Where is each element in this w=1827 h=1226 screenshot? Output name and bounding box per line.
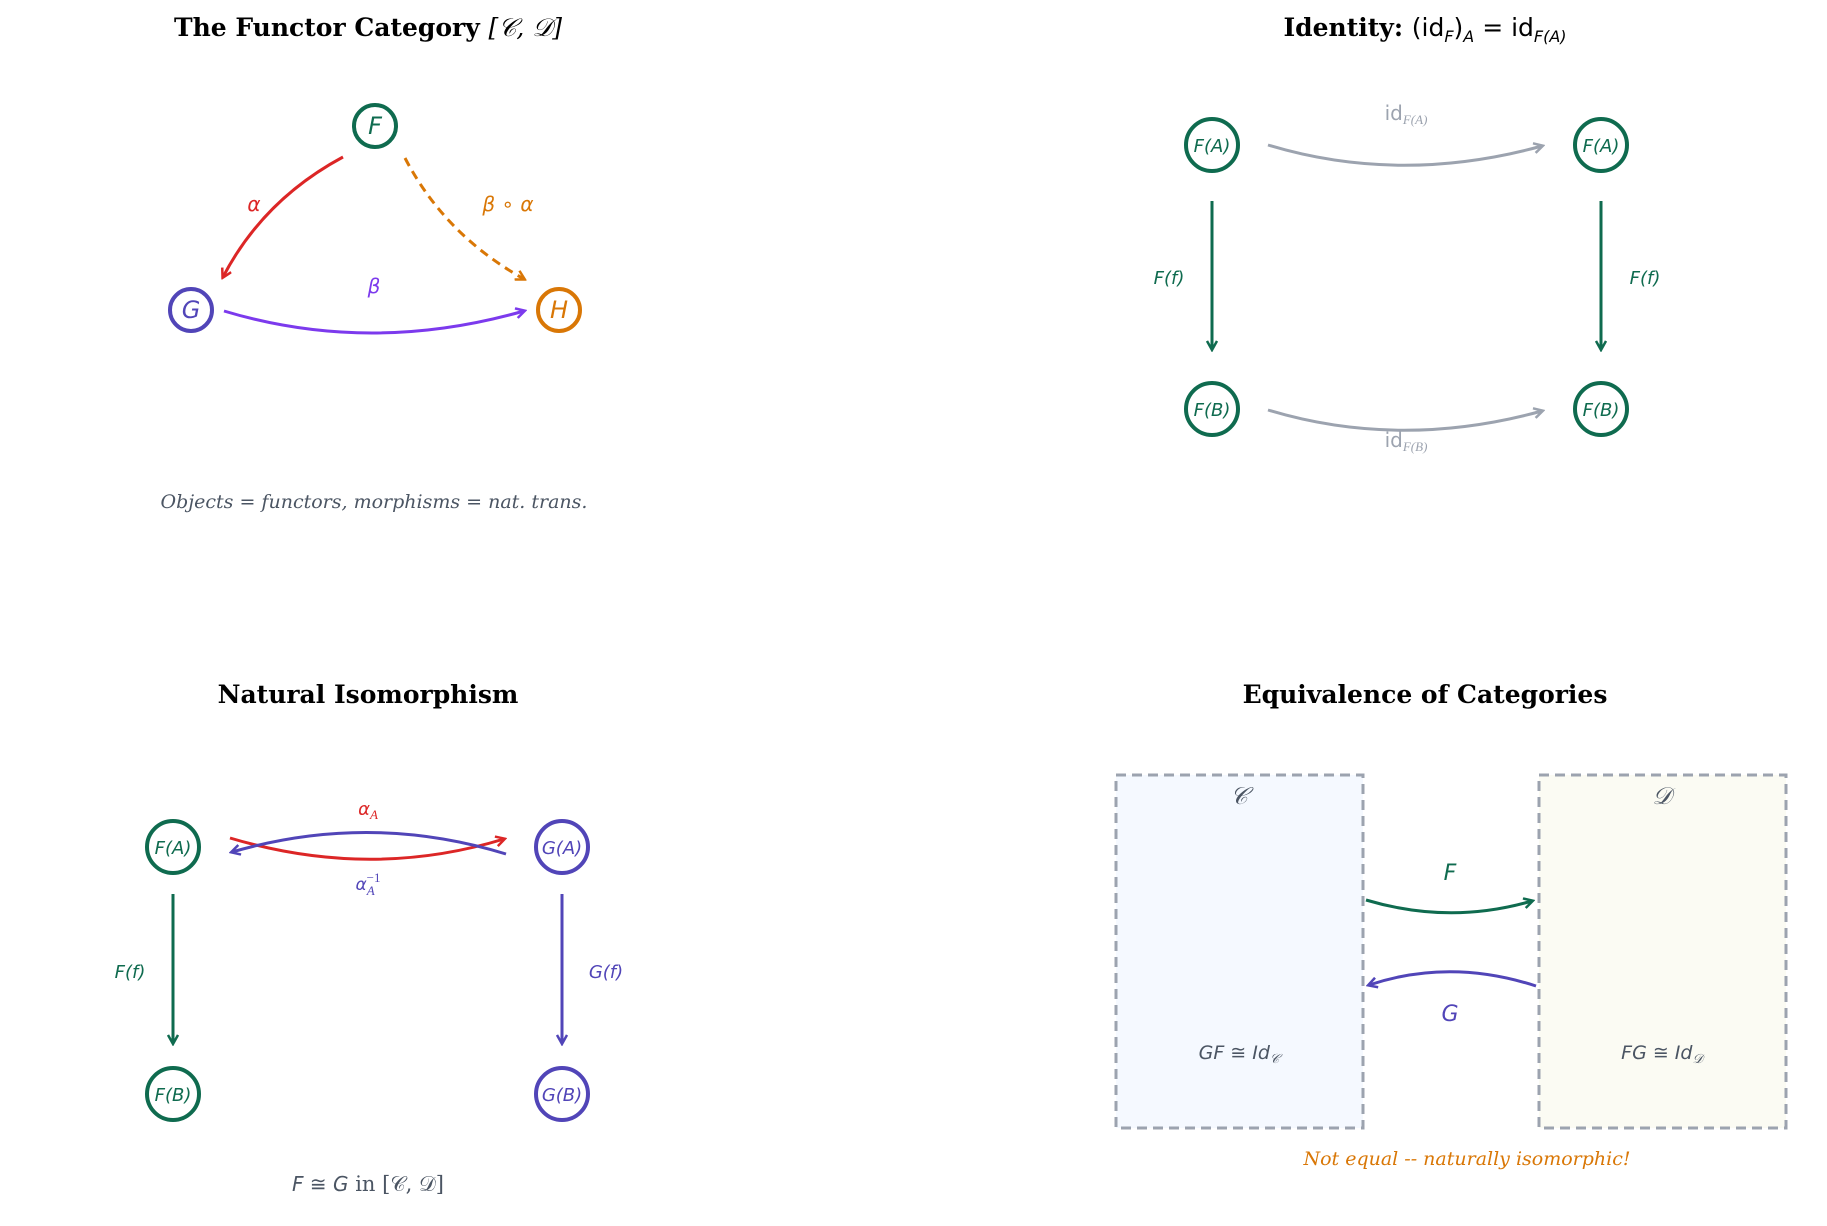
node-FA-left: F(A) (1184, 117, 1240, 173)
label-functor-F: F (1444, 861, 1457, 886)
label-alpha: α (247, 192, 260, 216)
svg-text:F(A): F(A) (1583, 136, 1620, 157)
iso-FG: FG ≅ Id𝒟 (1621, 1042, 1705, 1067)
panel-title: The Functor Category [𝒞, 𝒟] (174, 13, 562, 42)
svg-text:H: H (550, 296, 568, 324)
node-FB-right: F(B) (1573, 381, 1629, 437)
arrow-functor-G (1369, 970, 1537, 986)
svg-text:G: G (182, 296, 201, 324)
arrow-id-FB (1267, 410, 1542, 432)
arrow-id-FA (1267, 145, 1542, 167)
label-alpha-A-inverse: αA−1 (355, 870, 380, 898)
label-Ff: F(f) (115, 962, 146, 983)
label-beta-alpha: β ∘ α (481, 192, 533, 216)
arrow-alpha-A (229, 838, 504, 861)
arrow-functor-F (1365, 900, 1532, 915)
panel-title: Equivalence of Categories (1243, 680, 1608, 709)
svg-text:F(A): F(A) (1194, 136, 1231, 157)
panel-equivalence: Equivalence of Categories 𝒞 𝒟 GF ≅ Id𝒞 F… (1114, 680, 1788, 1170)
arrow-beta-alpha (403, 157, 524, 279)
svg-text:F(B): F(B) (1583, 400, 1620, 421)
panel-caption: Objects = functors, morphisms = nat. tra… (161, 491, 588, 513)
arrow-beta (223, 311, 524, 335)
label-functor-G: G (1441, 1002, 1458, 1027)
svg-text:F: F (368, 112, 383, 140)
node-FB-left: F(B) (1184, 381, 1240, 437)
arrow-alpha-A-inverse (232, 831, 507, 854)
panel-caption: Not equal -- naturally isomorphic! (1302, 1148, 1630, 1170)
node-GA: G(A) (534, 819, 590, 875)
node-GB: G(B) (534, 1066, 590, 1122)
label-Ff-right: F(f) (1630, 268, 1661, 289)
node-FB: F(B) (145, 1066, 201, 1122)
panel-title: Identity: (idF)A = idF(A) (1283, 13, 1566, 46)
label-beta: β (367, 274, 381, 298)
category-C-box (1114, 773, 1365, 1130)
svg-text:G(B): G(B) (542, 1085, 582, 1106)
node-F: F (352, 103, 398, 149)
panel-natural-isomorphism: Natural Isomorphism αA αA−1 F(f) G(f) F(… (115, 680, 624, 1196)
panel-identity: Identity: (idF)A = idF(A) idF(A) idF(B) … (1154, 13, 1661, 454)
node-FA: F(A) (145, 819, 201, 875)
svg-text:G(A): G(A) (542, 838, 582, 859)
panel-title: Natural Isomorphism (218, 680, 519, 709)
label-alpha-A: αA (358, 799, 378, 822)
svg-text:F(A): F(A) (155, 838, 192, 859)
panel-caption: F ≅ G in [𝒞, 𝒟] (292, 1172, 444, 1196)
svg-text:F(B): F(B) (155, 1085, 192, 1106)
svg-text:F(B): F(B) (1194, 400, 1231, 421)
node-FA-right: F(A) (1573, 117, 1629, 173)
node-G: G (168, 287, 214, 333)
node-H: H (536, 287, 582, 333)
label-id-FA: idF(A) (1385, 101, 1428, 127)
label-Ff-left: F(f) (1154, 268, 1185, 289)
label-Gf: G(f) (589, 962, 623, 983)
arrow-alpha (223, 155, 344, 277)
panel-functor-category: The Functor Category [𝒞, 𝒟] α β ∘ α β F … (161, 13, 588, 513)
category-D-box (1537, 773, 1788, 1130)
label-id-FB: idF(B) (1385, 428, 1428, 454)
